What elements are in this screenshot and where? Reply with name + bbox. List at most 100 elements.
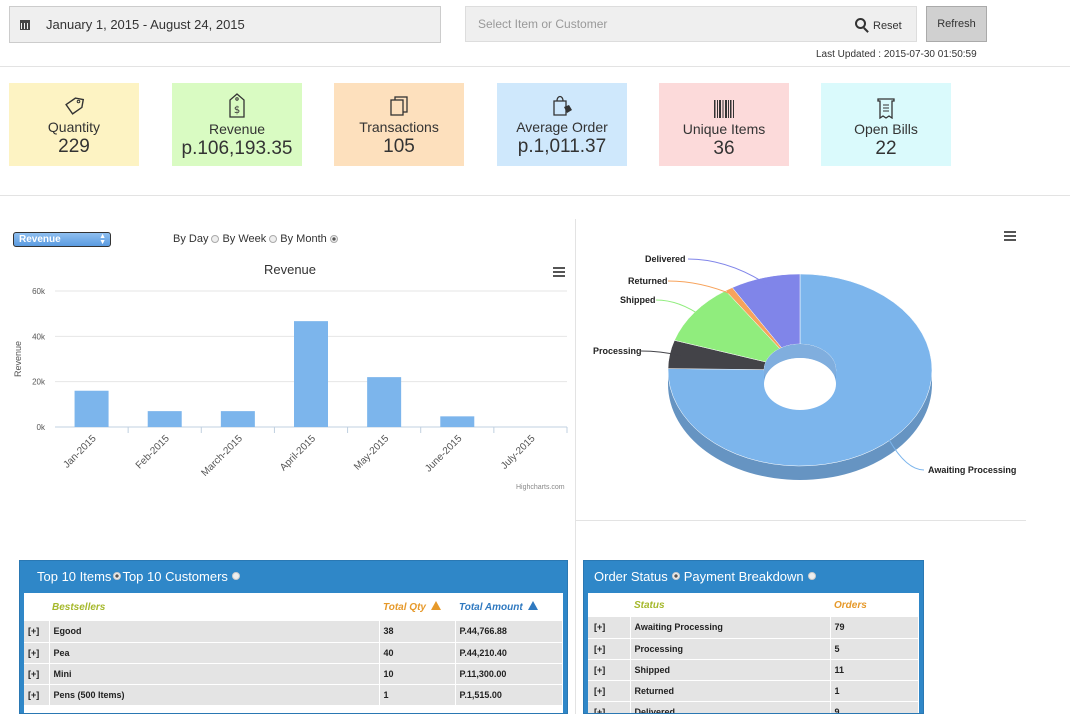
expand-toggle[interactable]: [+] (588, 617, 631, 639)
pie-connector (884, 432, 925, 471)
status-count-cell: 9 (830, 701, 919, 713)
top-items-tab[interactable]: Top 10 Items (37, 568, 112, 584)
stat-card-value: 229 (58, 136, 90, 157)
expand-toggle[interactable]: [+] (24, 663, 50, 685)
x-tick-label: July-2015 (499, 433, 538, 472)
total-amount-label: Total Amount (459, 602, 523, 613)
divider (0, 66, 1070, 67)
expand-toggle[interactable]: [+] (24, 621, 50, 643)
orders-header[interactable]: Orders (834, 599, 867, 611)
search-icon[interactable] (855, 18, 866, 29)
pie-menu-icon[interactable] (1004, 231, 1016, 241)
y-tick-label: 60k (32, 287, 46, 296)
order-status-panel: Order Status Payment Breakdown Status Ord… (583, 560, 924, 714)
y-tick-label: 40k (32, 332, 46, 341)
item-name-cell: Pens (500 Items) (49, 684, 380, 706)
order-status-tab[interactable]: Order Status (594, 568, 668, 584)
pie-hole-wall (764, 344, 836, 384)
shopping-bag-icon (497, 91, 627, 117)
metric-select[interactable]: Revenue ▲ ▼ (13, 232, 111, 247)
barcode-icon (659, 93, 789, 119)
item-name-cell: Mini (49, 663, 380, 685)
stat-card-transactions: Transactions 105 (334, 83, 464, 166)
expand-header (588, 593, 630, 617)
x-tick-label: Feb-2015 (134, 433, 172, 471)
top-customers-tab[interactable]: Top 10 Customers (122, 568, 228, 584)
y-tick-label: 0k (37, 423, 46, 432)
item-qty-cell: 10 (379, 663, 456, 685)
divider (576, 520, 1026, 521)
x-tick-label: April-2015 (278, 433, 318, 473)
item-amount-cell: P.44,766.88 (455, 621, 563, 643)
expand-toggle[interactable]: [+] (588, 659, 631, 681)
chart-menu-icon[interactable] (553, 267, 565, 277)
table-row[interactable]: [+] Pens (500 Items) 1 P.1,515.00 (24, 684, 563, 706)
expand-toggle[interactable]: [+] (588, 638, 631, 660)
status-name-cell: Processing (630, 638, 831, 660)
pie-label: Delivered (645, 254, 686, 264)
top-items-radio[interactable] (113, 572, 122, 580)
by-day-label: By Day (173, 233, 209, 245)
payment-breakdown-radio[interactable] (807, 572, 816, 580)
by-day-radio[interactable] (211, 235, 220, 243)
top-items-panel: Top 10 Items Top 10 Customers Bestsellers… (19, 560, 568, 714)
pie-label: Awaiting Processing (928, 465, 1016, 475)
by-month-radio[interactable] (329, 235, 338, 243)
table-row[interactable]: [+] Egood 38 P.44,766.88 (24, 621, 563, 643)
expand-toggle[interactable]: [+] (588, 701, 631, 713)
order-status-radio[interactable] (671, 572, 680, 580)
table-row[interactable]: [+] Returned 1 (588, 680, 919, 702)
table-row[interactable]: [+] Awaiting Processing 79 (588, 617, 919, 639)
table-row[interactable]: [+] Shipped 11 (588, 659, 919, 681)
by-week-radio[interactable] (269, 235, 278, 243)
table-row[interactable]: [+] Delivered 9 (588, 701, 919, 713)
highcharts-credit[interactable]: Highcharts.com (516, 484, 565, 491)
stat-card-value: p.106,193.35 (181, 138, 293, 159)
payment-breakdown-tab[interactable]: Payment Breakdown (683, 568, 804, 584)
total-qty-header[interactable]: Total Qty (379, 593, 455, 621)
status-name-cell: Delivered (630, 701, 831, 713)
pie-slice-processing (667, 340, 767, 370)
table-row[interactable]: [+] Pea 40 P.44,210.40 (24, 642, 563, 664)
pie-hole (764, 344, 836, 396)
tag-icon (9, 91, 139, 117)
expand-toggle[interactable]: [+] (24, 642, 50, 664)
bar-may-2015 (367, 377, 402, 427)
stat-card-value: 105 (383, 136, 415, 157)
table-row[interactable]: [+] Mini 10 P.11,300.00 (24, 663, 563, 685)
stat-card-open-bills: Open Bills 22 (821, 83, 951, 166)
stat-card-quantity: Quantity 229 (9, 83, 139, 166)
sort-asc-icon[interactable] (527, 601, 538, 610)
status-count-cell: 1 (830, 680, 919, 702)
item-qty-cell: 1 (379, 684, 456, 706)
total-amount-header[interactable]: Total Amount (455, 593, 563, 621)
top-customers-radio[interactable] (231, 572, 240, 580)
status-header[interactable]: Status (634, 599, 665, 611)
divider (575, 219, 576, 714)
reset-button[interactable]: Reset (873, 20, 902, 32)
stat-card-label: Open Bills (854, 121, 918, 137)
stat-card-value: p.1,011.37 (517, 136, 607, 157)
expand-toggle[interactable]: [+] (588, 680, 631, 702)
item-name-cell: Pea (49, 642, 380, 664)
divider (0, 195, 1070, 196)
stat-card-label: Unique Items (682, 121, 766, 137)
bestsellers-header[interactable]: Bestsellers (52, 601, 106, 613)
search-input[interactable] (466, 7, 846, 41)
status-count-cell: 79 (830, 617, 919, 639)
period-radio-group: By Day By Week By Month (173, 233, 341, 245)
pie-slice-returned (725, 287, 782, 349)
order-status-table-container: Status Orders [+] Awaiting Processing 79 [+… (588, 593, 919, 713)
pie-label: Shipped (620, 295, 656, 305)
sort-asc-icon[interactable] (430, 601, 441, 610)
refresh-button[interactable]: Refresh (926, 6, 987, 42)
bar-april-2015 (294, 321, 328, 427)
total-qty-label: Total Qty (383, 602, 426, 613)
status-name-cell: Returned (630, 680, 831, 702)
date-range-picker[interactable]: January 1, 2015 - August 24, 2015 (9, 6, 441, 43)
table-row[interactable]: [+] Processing 5 (588, 638, 919, 660)
expand-toggle[interactable]: [+] (24, 684, 50, 706)
pie-label: Processing (593, 346, 642, 356)
pie-slice-delivered (731, 273, 801, 348)
date-range-text: January 1, 2015 - August 24, 2015 (46, 17, 245, 32)
